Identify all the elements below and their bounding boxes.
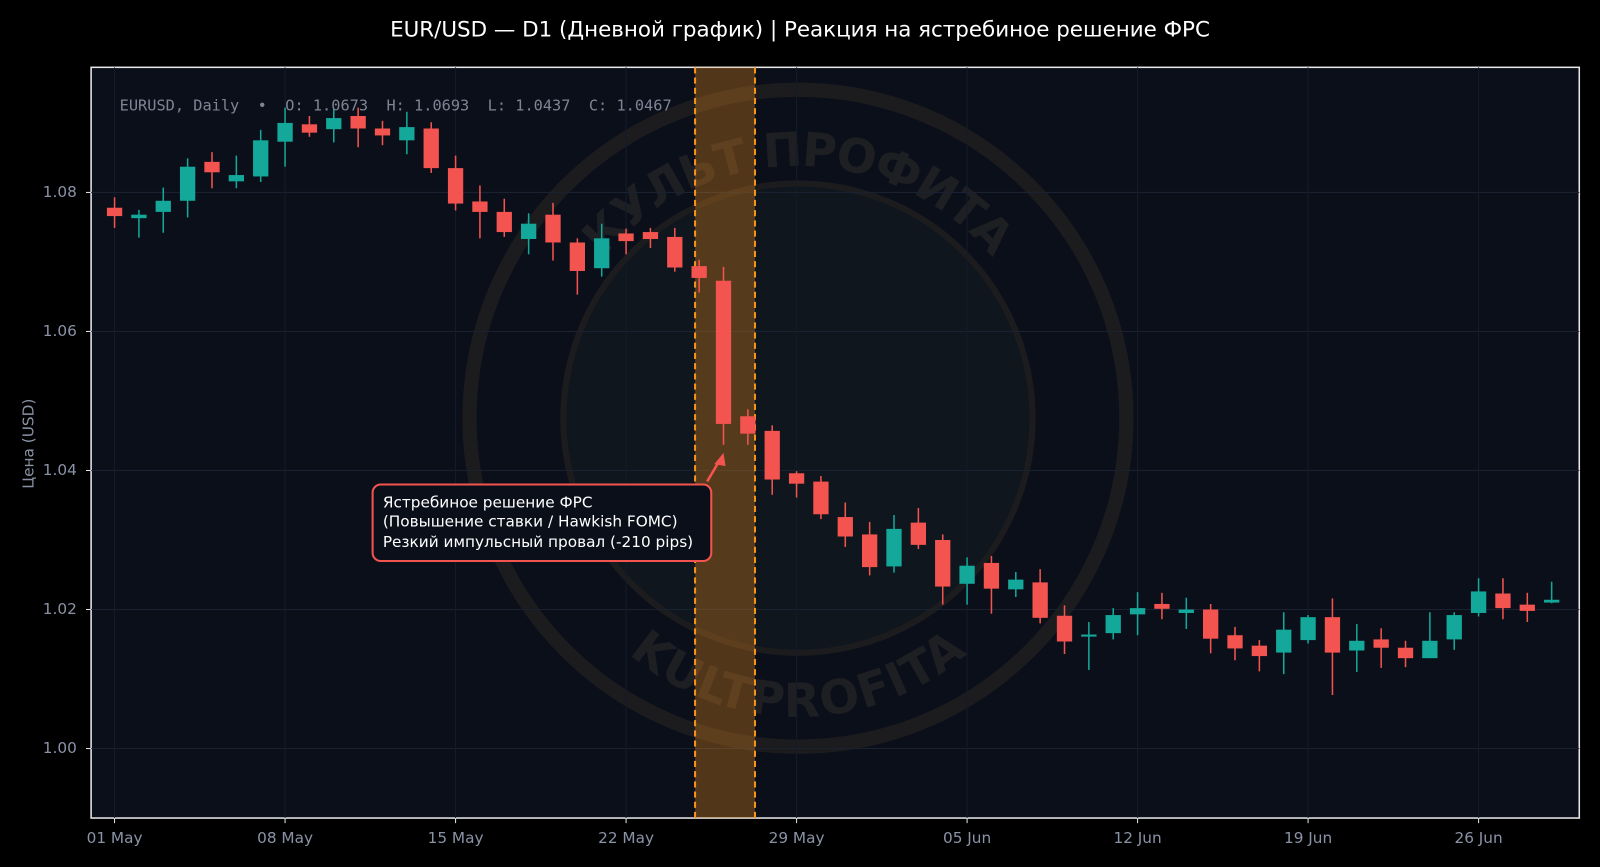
candle-body xyxy=(1008,579,1024,590)
candle-body xyxy=(886,528,902,567)
candle-body xyxy=(106,207,123,217)
candle-body xyxy=(1154,603,1170,609)
annotation-box xyxy=(371,483,713,563)
candle-body xyxy=(301,124,318,133)
candle-body xyxy=(131,214,147,219)
y-axis-label: Цена (USD) xyxy=(19,399,37,489)
candle-body xyxy=(155,200,171,212)
candle-body xyxy=(813,481,829,515)
candle-body xyxy=(1105,615,1121,634)
candle-body xyxy=(496,211,512,233)
y-tick-label: 1.08 xyxy=(43,183,77,201)
candle-body xyxy=(1470,591,1487,613)
candle-body xyxy=(423,128,439,169)
info-text: EURUSD, Daily • O: 1.0673 H: 1.0693 L: 1… xyxy=(120,97,672,115)
candles xyxy=(106,67,1560,819)
candle-body xyxy=(350,115,366,129)
candle-body xyxy=(1495,593,1511,609)
candle-body xyxy=(545,214,561,243)
candle-body xyxy=(253,140,269,177)
candle-body xyxy=(179,166,196,201)
x-tick-label: 15 May xyxy=(428,829,484,847)
candle-body xyxy=(642,232,659,240)
annotation-line: Ястребиное решение ФРС xyxy=(383,493,593,511)
y-tick-label: 1.04 xyxy=(43,461,77,479)
chart-title: EUR/USD — D1 (Дневной график) | Реакция … xyxy=(390,18,1210,43)
candle-body xyxy=(472,201,488,212)
candle-body xyxy=(228,175,244,182)
candle-body xyxy=(1056,615,1073,642)
highlight-zone xyxy=(695,67,755,819)
candle-body xyxy=(667,236,683,268)
x-tick-label: 29 May xyxy=(769,829,825,847)
candle-body xyxy=(1397,647,1414,659)
x-tick-label: 05 Jun xyxy=(943,829,991,847)
annotation-arrowhead xyxy=(714,452,726,467)
candle-body xyxy=(569,242,586,271)
candle-body xyxy=(594,238,610,269)
x-tick-label: 01 May xyxy=(87,829,143,847)
candle-body xyxy=(1251,645,1268,657)
y-tick-label: 1.02 xyxy=(43,600,77,618)
candle-body xyxy=(1129,608,1146,615)
x-tick-label: 12 Jun xyxy=(1113,829,1161,847)
x-tick-label: 26 Jun xyxy=(1454,829,1502,847)
candle-body xyxy=(1276,629,1292,653)
candle-body xyxy=(1349,640,1365,651)
candle-body xyxy=(1227,635,1243,649)
candle-body xyxy=(1324,617,1341,653)
candle-body xyxy=(1446,615,1462,640)
candle-body xyxy=(788,473,805,484)
candle-body xyxy=(277,122,293,142)
candle-body xyxy=(1178,609,1194,613)
candle-body xyxy=(1081,634,1097,637)
candle-body xyxy=(983,562,1000,589)
candle-body xyxy=(447,168,464,204)
candle-body xyxy=(1519,604,1535,611)
x-tick-label: 22 May xyxy=(598,829,654,847)
x-tick-label: 08 May xyxy=(257,829,313,847)
candle-body xyxy=(764,430,780,480)
candle-body xyxy=(959,565,975,584)
candle-body xyxy=(399,127,415,141)
annotation: Ястребиное решение ФРС (Повышение ставки… xyxy=(371,452,726,563)
annotation-line: (Повышение ставки / Hawkish FOMC) xyxy=(383,513,678,531)
candle-body xyxy=(1203,609,1219,639)
candle-body xyxy=(520,223,537,240)
y-tick-label: 1.00 xyxy=(43,739,77,757)
annotation-line: Резкий импульсный провал (-210 pips) xyxy=(383,533,693,551)
candle-body xyxy=(715,280,732,424)
candle-body xyxy=(618,233,634,242)
candle-body xyxy=(1373,639,1389,648)
candle-body xyxy=(861,534,878,568)
candle-body xyxy=(1032,582,1048,618)
candle-body xyxy=(691,266,707,278)
x-tick-label: 19 Jun xyxy=(1284,829,1332,847)
candle-body xyxy=(1300,617,1316,641)
candle-body xyxy=(740,416,756,434)
candle-body xyxy=(935,539,951,587)
candle-body xyxy=(374,128,391,136)
candle-body xyxy=(1544,599,1560,603)
candle-body xyxy=(204,161,220,173)
candle-body xyxy=(837,517,853,537)
y-tick-label: 1.06 xyxy=(43,322,77,340)
candle-body xyxy=(910,522,927,545)
watermark-ring xyxy=(462,82,1134,754)
candle-body xyxy=(326,118,342,130)
candle-body xyxy=(1422,640,1438,659)
